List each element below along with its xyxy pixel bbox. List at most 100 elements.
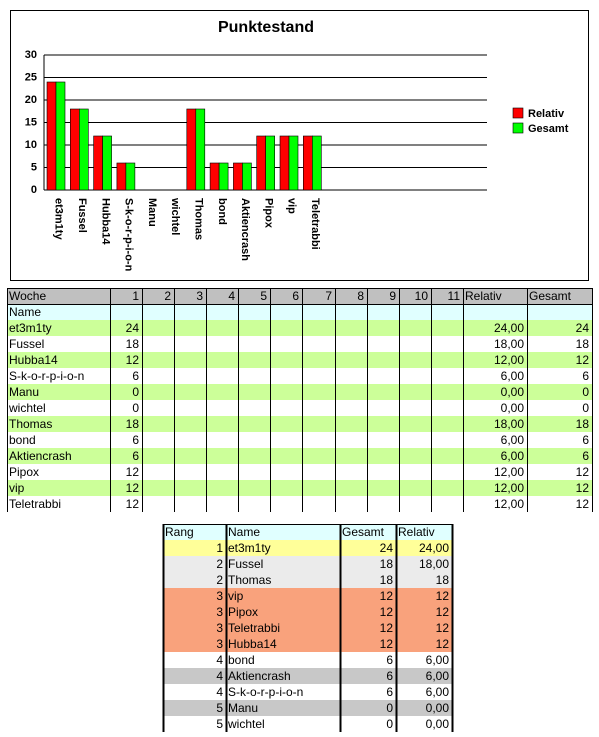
rank-cell: 4 (216, 669, 223, 683)
rank-cell: 5 (216, 701, 223, 715)
relativ-cell: 12,00 (494, 465, 524, 479)
rank-cell: 3 (216, 621, 223, 635)
header-text: 9 (389, 289, 396, 303)
x-tick-label: et3m1ty (53, 198, 65, 240)
gesamt-cell: 0 (582, 401, 589, 415)
relativ-cell: 12,00 (494, 481, 524, 495)
legend-label: Relativ (528, 108, 565, 120)
header-text: 11 (448, 289, 461, 303)
row-bg (163, 700, 452, 716)
bar (116, 162, 127, 191)
gesamt-cell: 18 (576, 417, 590, 431)
gesamt-cell: 6 (582, 433, 589, 447)
x-tick-label: Manu (146, 198, 158, 227)
bar (46, 81, 57, 191)
week-cell: 12 (126, 497, 140, 511)
rank-cell: 12 (380, 589, 394, 603)
rank-cell: wichtel (227, 717, 265, 731)
y-tick-label: 10 (25, 139, 37, 151)
rank-cell: 6,00 (426, 669, 450, 683)
header-text: 6 (292, 289, 299, 303)
week-cell: 18 (126, 417, 140, 431)
week-cell: 12 (126, 353, 140, 367)
rank-cell: 3 (216, 637, 223, 651)
header-text: 8 (357, 289, 364, 303)
rank-cell: 3 (216, 605, 223, 619)
rank-cell: Pipox (228, 605, 258, 619)
rank-cell: 0 (386, 701, 393, 715)
relativ-cell: 6,00 (501, 433, 525, 447)
gesamt-cell: 12 (576, 481, 590, 495)
rank-cell: 12 (436, 621, 450, 635)
rank-cell: 12 (380, 621, 394, 635)
rank-cell: Thomas (228, 573, 271, 587)
subheader-cell (174, 304, 207, 321)
y-tick-label: 25 (25, 71, 37, 83)
header-text: Woche (9, 289, 46, 303)
rank-cell: 18 (380, 573, 394, 587)
row-bg (7, 400, 592, 416)
rank-cell: 1 (216, 541, 223, 555)
name-cell: Fussel (9, 337, 44, 351)
row-bg (7, 352, 592, 368)
row-bg (7, 432, 592, 448)
rank-cell: 12 (380, 605, 394, 619)
gesamt-cell: 6 (582, 449, 589, 463)
rank-cell: 6,00 (426, 685, 450, 699)
bar (242, 162, 252, 191)
week-cell: 0 (132, 401, 139, 415)
x-tick-label: Fussel (76, 198, 88, 233)
week-cell: 0 (132, 385, 139, 399)
row-bg (163, 604, 452, 620)
subheader-cell (463, 304, 528, 321)
rank-cell: vip (228, 589, 244, 603)
name-cell: Manu (9, 385, 39, 399)
rank-cell: 3 (216, 589, 223, 603)
rank-cell: Aktiencrash (228, 669, 291, 683)
subheader-cell (431, 304, 464, 321)
header-text: Name (228, 525, 260, 539)
gesamt-cell: 12 (576, 497, 590, 511)
subheader-cell (527, 304, 593, 321)
week-cell: 6 (132, 369, 139, 383)
rank-cell: 0,00 (426, 717, 450, 731)
header-text: Relativ (398, 525, 435, 539)
y-tick-label: 5 (31, 161, 37, 173)
rank-cell: 6 (386, 685, 393, 699)
rank-cell: 12 (436, 589, 450, 603)
name-cell: wichtel (8, 401, 46, 415)
header-text: Rang (165, 525, 194, 539)
rank-cell: 18 (436, 573, 450, 587)
rank-cell: Fussel (228, 557, 263, 571)
x-tick-label: Teletrabbi (309, 198, 321, 250)
rank-cell: 18 (380, 557, 394, 571)
y-tick-label: 15 (25, 116, 37, 128)
row-bg (163, 652, 452, 668)
x-tick-label: wichtel (169, 197, 181, 235)
rank-cell: 6 (386, 669, 393, 683)
rank-cell: 24 (380, 541, 394, 555)
row-bg (7, 496, 592, 512)
rank-cell: 4 (216, 685, 223, 699)
bar (70, 108, 80, 191)
name-cell: Teletrabbi (9, 497, 61, 511)
name-cell: S-k-o-r-p-i-o-n (9, 369, 84, 383)
bar (311, 135, 322, 191)
x-tick-label: Thomas (193, 198, 205, 240)
y-tick-label: 30 (25, 49, 37, 61)
header-text: 4 (228, 289, 235, 303)
name-cell: Hubba14 (9, 353, 58, 367)
rank-cell: 6,00 (426, 653, 450, 667)
relativ-cell: 0,00 (501, 385, 525, 399)
bar (102, 135, 112, 191)
bar (256, 135, 267, 191)
relativ-cell: 18,00 (494, 337, 524, 351)
relativ-cell: 12,00 (494, 497, 524, 511)
x-tick-label: bond (216, 198, 228, 225)
bar (125, 162, 136, 191)
bar (218, 162, 229, 191)
header-text: 1 (132, 289, 139, 303)
name-cell: vip (9, 481, 25, 495)
bar (233, 162, 243, 191)
